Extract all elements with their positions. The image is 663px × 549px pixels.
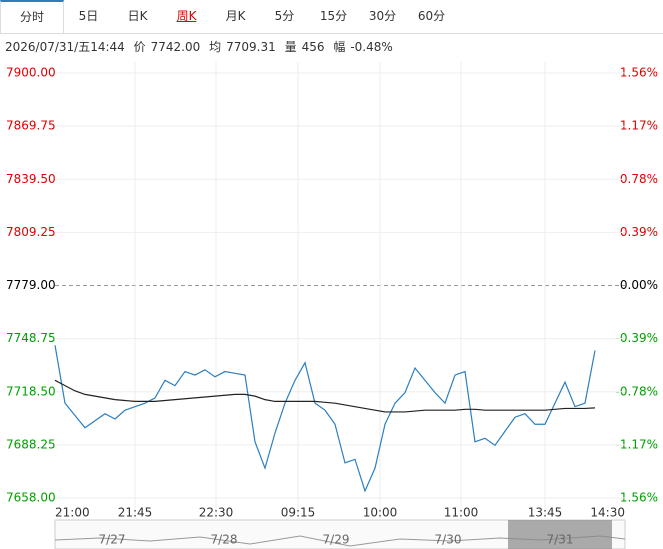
- y-tick-label: 7658.00: [6, 491, 56, 505]
- y-tick-label: 7900.00: [6, 66, 56, 80]
- y2-tick-label: 0.39%: [620, 225, 658, 239]
- y-tick-label: 7688.25: [6, 437, 56, 451]
- series-line: [54, 379, 596, 413]
- x-tick-label: 10:00: [363, 506, 398, 520]
- tab[interactable]: 5分: [274, 9, 295, 23]
- tab[interactable]: 月K: [225, 9, 246, 23]
- datetime: 2026/07/31/五14:44: [5, 40, 125, 54]
- y2-tick-label: -1.56%: [616, 491, 658, 505]
- navigator-date: 7/28: [211, 533, 238, 547]
- tabs: 分时 5日 日K 周K 月K 5分 15分 30分 60分: [0, 0, 663, 34]
- avg: 7709.31: [226, 40, 276, 54]
- y2-tick-label: 0.00%: [620, 278, 658, 292]
- x-tick-label: 09:15: [281, 506, 316, 520]
- y2-tick-label: 1.17%: [620, 119, 658, 133]
- navigator-date: 7/29: [323, 533, 350, 547]
- tab[interactable]: 15分: [319, 9, 348, 23]
- chg-label: 幅: [333, 40, 346, 54]
- y-tick-label: 7839.50: [6, 172, 56, 186]
- y-tick-label: 7748.75: [6, 331, 56, 345]
- x-tick-label: 21:00: [55, 506, 90, 520]
- tab[interactable]: 日K: [127, 9, 148, 23]
- tab[interactable]: 30分: [368, 9, 397, 23]
- y2-tick-label: -0.78%: [616, 384, 658, 398]
- tab[interactable]: 60分: [417, 9, 446, 23]
- vol-label: 量: [284, 40, 297, 54]
- x-tick-label: 22:30: [199, 506, 234, 520]
- tab[interactable]: 分时: [0, 0, 64, 33]
- price: 7742.00: [150, 40, 201, 54]
- price-label: 价: [133, 40, 146, 54]
- avg-label: 均: [209, 40, 222, 54]
- y2-tick-label: -0.39%: [616, 331, 658, 345]
- navigator-date: 7/30: [435, 533, 462, 547]
- y2-tick-label: 0.78%: [620, 172, 658, 186]
- tab[interactable]: 周K: [176, 9, 197, 23]
- series-line: [54, 345, 596, 493]
- y2-tick-label: 1.56%: [620, 66, 658, 80]
- navigator-date: 7/27: [99, 533, 126, 547]
- y-tick-label: 7779.00: [6, 278, 56, 292]
- y-tick-label: 7869.75: [6, 119, 56, 133]
- x-tick-label: 21:45: [118, 506, 153, 520]
- info-bar: 2026/07/31/五14:44 价 7742.00 均 7709.31 量 456…: [5, 38, 398, 55]
- navigator-window[interactable]: [508, 520, 612, 549]
- chg: -0.48%: [350, 40, 393, 54]
- x-tick-label: 14:30: [590, 506, 625, 520]
- y-tick-label: 7718.50: [6, 384, 56, 398]
- x-tick-label: 13:45: [528, 506, 563, 520]
- vol: 456: [301, 40, 325, 54]
- navigator-date: 7/31: [547, 533, 574, 547]
- tab[interactable]: 5日: [78, 9, 99, 23]
- x-tick-label: 11:00: [444, 506, 479, 520]
- y-tick-label: 7809.25: [6, 225, 56, 239]
- y2-tick-label: -1.17%: [616, 437, 658, 451]
